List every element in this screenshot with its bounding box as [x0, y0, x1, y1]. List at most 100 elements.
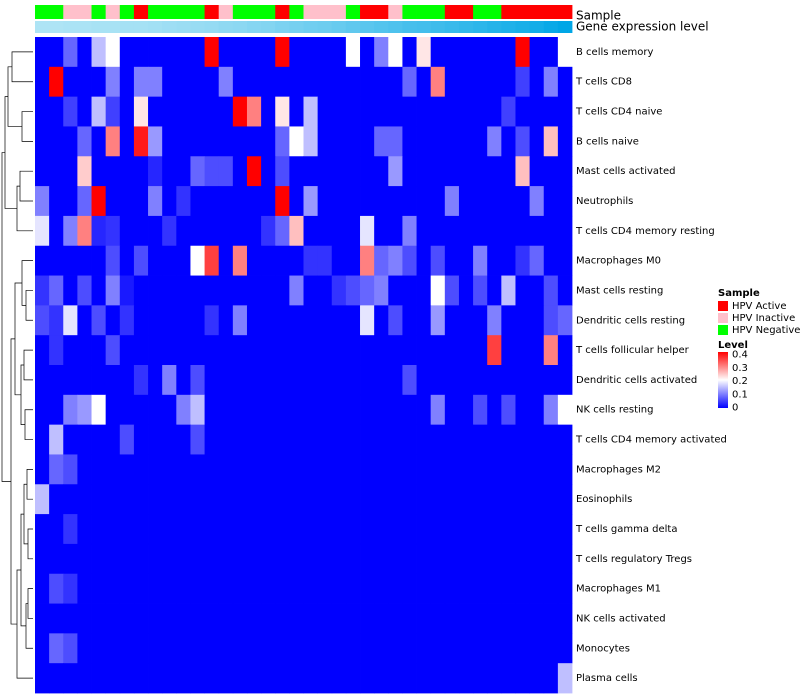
heatmap-cell — [543, 335, 559, 366]
heatmap-cell — [416, 335, 432, 366]
heatmap-cell — [501, 573, 516, 604]
heatmap-cell — [444, 633, 460, 664]
heatmap-cell — [388, 275, 403, 306]
heatmap-cell — [515, 245, 530, 276]
heatmap-cell — [303, 573, 319, 604]
heatmap-cell — [105, 484, 121, 515]
heatmap-cell — [105, 126, 121, 157]
row-label: Plasma cells — [576, 673, 638, 684]
heatmap-cell — [529, 245, 545, 276]
heatmap-cell — [303, 424, 319, 455]
heatmap-cell — [416, 663, 432, 694]
heatmap-cell — [557, 275, 573, 306]
heatmap-cell — [529, 543, 545, 575]
heatmap-cell — [91, 96, 107, 127]
heatmap-cell — [345, 305, 361, 336]
heatmap-cell — [331, 543, 347, 575]
heatmap-cell — [148, 603, 163, 634]
heatmap-cell — [246, 424, 262, 455]
heatmap-cell — [402, 603, 417, 634]
gene-expression-cell — [218, 21, 234, 33]
heatmap-cell — [35, 156, 50, 187]
heatmap-cell — [261, 484, 276, 515]
gene-expression-cell — [402, 21, 417, 33]
heatmap-cell — [275, 335, 290, 366]
heatmap-cell — [345, 633, 361, 664]
heatmap-cell — [275, 126, 290, 157]
heatmap-cell — [317, 603, 333, 634]
heatmap-cell — [119, 633, 135, 664]
heatmap-cell — [190, 633, 205, 664]
sample-annotation-cell — [275, 5, 290, 19]
heatmap-cell — [133, 215, 149, 247]
heatmap-cell — [148, 484, 163, 515]
sample-annotation-cell — [416, 5, 432, 19]
heatmap-cell — [529, 365, 545, 396]
heatmap-cell — [360, 275, 375, 306]
level-tick-label: 0.2 — [732, 376, 748, 387]
heatmap-cell — [275, 275, 290, 306]
heatmap-cell — [105, 394, 121, 426]
heatmap-cell — [35, 186, 50, 217]
heatmap-cell — [487, 394, 502, 426]
heatmap-cell — [515, 514, 530, 545]
gene-expression-cell — [275, 21, 290, 33]
heatmap-cell — [176, 484, 191, 515]
row-label: Eosinophils — [576, 494, 632, 505]
heatmap-cell — [133, 603, 149, 634]
heatmap-cell — [515, 126, 530, 157]
heatmap-cell — [91, 454, 107, 485]
heatmap-cell — [261, 186, 276, 217]
heatmap-cell — [543, 186, 559, 217]
heatmap-cell — [77, 335, 92, 366]
heatmap-cell — [557, 424, 573, 455]
heatmap-cell — [63, 424, 78, 455]
heatmap-cell — [91, 335, 107, 366]
heatmap-cell — [275, 305, 290, 336]
heatmap-cell — [176, 365, 191, 396]
gene-expression-cell — [331, 21, 347, 33]
heatmap-cell — [218, 543, 234, 575]
heatmap-cell — [35, 603, 50, 634]
heatmap-cell — [444, 573, 460, 604]
heatmap-cell — [105, 365, 121, 396]
heatmap-cell — [487, 96, 502, 127]
heatmap-cell — [458, 275, 474, 306]
heatmap-cell — [190, 186, 205, 217]
heatmap-cell — [543, 245, 559, 276]
heatmap-cell — [557, 126, 573, 157]
sample-annotation-cell — [148, 5, 163, 19]
heatmap-cell — [345, 156, 361, 187]
heatmap-cell — [119, 424, 135, 455]
heatmap-cell — [275, 66, 290, 98]
gene-expression-cell — [543, 21, 559, 33]
heatmap-cell — [204, 573, 220, 604]
heatmap-cell — [261, 603, 276, 634]
heatmap-cell — [501, 484, 516, 515]
heatmap-cell — [133, 663, 149, 694]
heatmap-cell — [49, 394, 64, 426]
gene-expression-cell — [289, 21, 304, 33]
heatmap-cell — [444, 96, 460, 127]
heatmap-cell — [218, 126, 234, 157]
heatmap-cell — [91, 156, 107, 187]
heatmap-cell — [345, 37, 361, 68]
heatmap-cell — [317, 245, 333, 276]
heatmap-cell — [529, 633, 545, 664]
heatmap-cell — [232, 245, 248, 276]
heatmap-cell — [204, 543, 220, 575]
heatmap-cell — [345, 394, 361, 426]
heatmap-cell — [246, 394, 262, 426]
heatmap-cell — [232, 663, 248, 694]
heatmap-cell — [35, 66, 50, 98]
heatmap-cell — [232, 484, 248, 515]
heatmap-cell — [374, 424, 389, 455]
heatmap-cell — [331, 365, 347, 396]
heatmap-cell — [77, 126, 92, 157]
heatmap-cell — [148, 96, 163, 127]
heatmap-cell — [402, 186, 417, 217]
heatmap-cell — [63, 663, 78, 694]
heatmap-cell — [261, 543, 276, 575]
gene-expression-cell — [176, 21, 191, 33]
heatmap-cell — [444, 275, 460, 306]
